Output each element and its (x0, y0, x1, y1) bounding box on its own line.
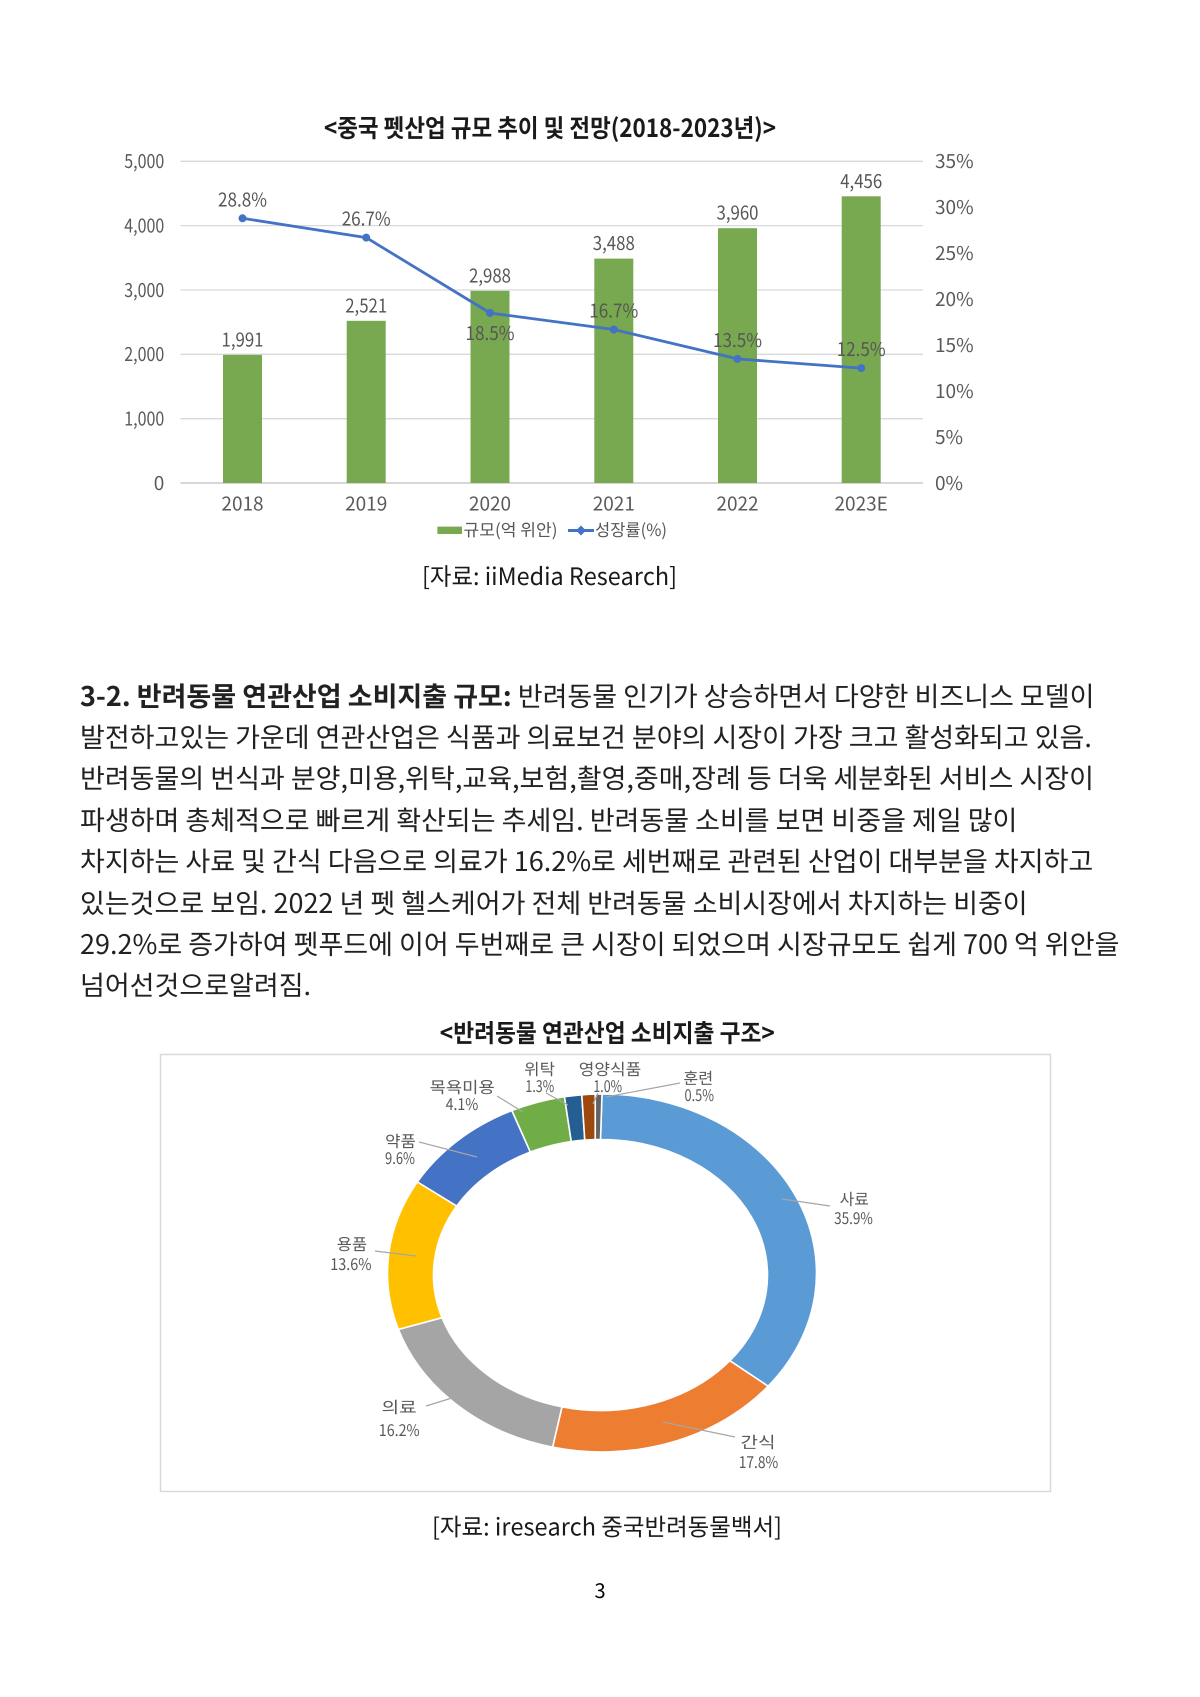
svg-text:2023E: 2023E (835, 490, 888, 517)
svg-text:약품: 약품 (385, 1128, 416, 1152)
svg-text:35%: 35% (935, 147, 974, 174)
svg-text:1,991: 1,991 (222, 325, 264, 352)
svg-text:2021: 2021 (593, 490, 635, 517)
svg-text:2022: 2022 (716, 490, 758, 517)
svg-text:2,000: 2,000 (124, 340, 164, 367)
svg-text:0.5%: 0.5% (685, 1082, 715, 1106)
svg-text:[자료: iresearch 중국반려동물백서]: [자료: iresearch 중국반려동물백서] (432, 1508, 782, 1543)
svg-text:3,000: 3,000 (124, 276, 164, 303)
svg-text:15%: 15% (935, 331, 974, 358)
svg-text:사료: 사료 (840, 1186, 869, 1210)
svg-text:12.5%: 12.5% (837, 335, 886, 362)
svg-text:35.9%: 35.9% (834, 1205, 873, 1229)
svg-text:0: 0 (154, 469, 165, 496)
svg-text:용품: 용품 (337, 1231, 367, 1255)
svg-text:2,988: 2,988 (469, 261, 511, 288)
svg-text:2018: 2018 (221, 490, 263, 517)
svg-text:훈련: 훈련 (683, 1065, 713, 1089)
svg-text:5,000: 5,000 (124, 147, 164, 174)
svg-text:1.0%: 1.0% (593, 1073, 622, 1097)
svg-text:18.5%: 18.5% (466, 319, 515, 346)
svg-text:28.8%: 28.8% (218, 185, 267, 212)
svg-text:30%: 30% (935, 193, 974, 220)
svg-text:4.1%: 4.1% (446, 1091, 479, 1115)
svg-text:위탁: 위탁 (524, 1056, 555, 1080)
svg-text:13.6%: 13.6% (330, 1251, 371, 1275)
svg-text:4,456: 4,456 (840, 167, 882, 194)
svg-text:3,488: 3,488 (593, 229, 635, 256)
svg-text:9.6%: 9.6% (385, 1145, 415, 1169)
svg-text:5%: 5% (935, 423, 963, 450)
svg-text:간식: 간식 (741, 1429, 776, 1453)
svg-text:3,960: 3,960 (717, 199, 759, 226)
svg-text:[자료: iiMedia Research]: [자료: iiMedia Research] (422, 557, 677, 592)
svg-text:20%: 20% (935, 285, 974, 312)
svg-text:1,000: 1,000 (124, 405, 164, 432)
svg-text:17.8%: 17.8% (739, 1449, 779, 1473)
svg-text:성장률(%): 성장률(%) (595, 516, 667, 541)
svg-text:1.3%: 1.3% (525, 1073, 554, 1097)
svg-text:2020: 2020 (469, 490, 511, 517)
svg-text:10%: 10% (935, 377, 974, 404)
svg-text:16.2%: 16.2% (379, 1417, 420, 1441)
svg-text:0%: 0% (935, 469, 963, 496)
svg-text:의료: 의료 (382, 1394, 417, 1418)
svg-text:<중국 펫산업 규모 추이 및 전망(2018-2023년): <중국 펫산업 규모 추이 및 전망(2018-2023년)> (324, 109, 776, 145)
svg-text:<반려동물 연관산업 소비지출 구조>: <반려동물 연관산업 소비지출 구조> (440, 1014, 775, 1050)
svg-text:4,000: 4,000 (124, 212, 164, 239)
svg-text:규모(억 위안): 규모(억 위안) (464, 516, 558, 541)
svg-text:3: 3 (594, 1575, 605, 1604)
svg-text:2,521: 2,521 (345, 291, 387, 318)
svg-text:26.7%: 26.7% (342, 205, 391, 232)
svg-text:2019: 2019 (345, 490, 387, 517)
svg-text:16.7%: 16.7% (589, 297, 638, 324)
svg-text:영양식품: 영양식품 (579, 1056, 642, 1080)
svg-text:목욕미용: 목욕미용 (430, 1074, 495, 1098)
svg-text:13.5%: 13.5% (713, 326, 762, 353)
svg-text:25%: 25% (935, 239, 974, 266)
